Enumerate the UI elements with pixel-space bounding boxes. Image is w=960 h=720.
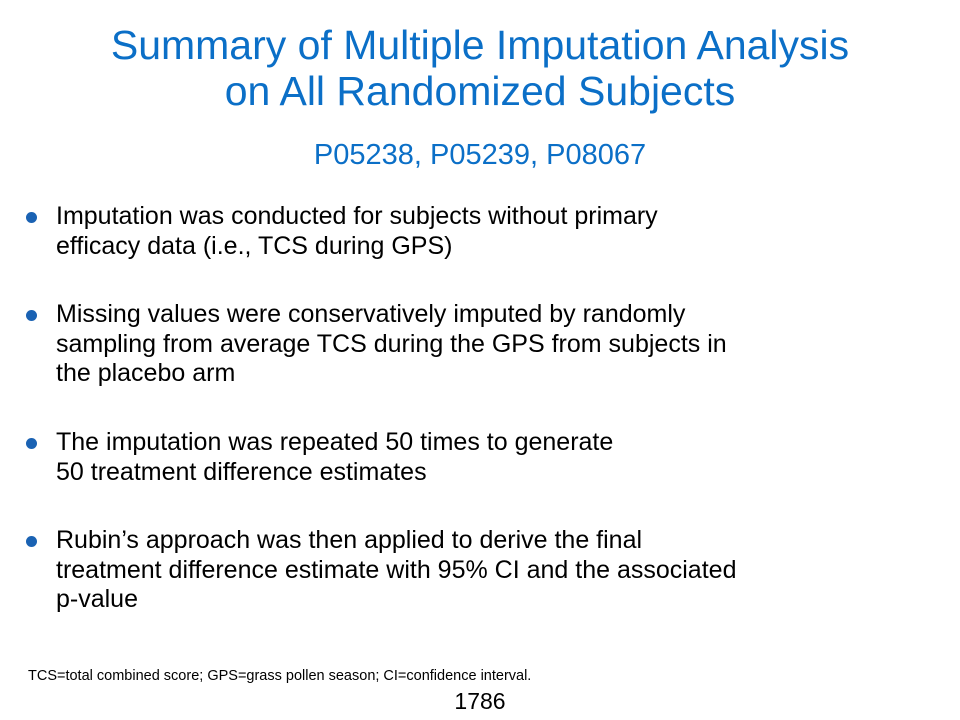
bullet-dot-icon (26, 438, 37, 449)
bullet-line: Rubin’s approach was then applied to der… (56, 526, 643, 554)
bullet-dot-icon (26, 212, 37, 223)
slide-title: Summary of Multiple Imputation Analysis … (0, 22, 960, 114)
bullet-line: 50 treatment difference estimates (56, 457, 427, 486)
bullet-item-rubins-approach: Rubin’s approach was then applied to der… (26, 526, 936, 615)
bullet-dot-icon (26, 310, 37, 321)
bullet-item-imputation-scope: Imputation was conducted for subjects wi… (26, 202, 936, 261)
bullet-line: Imputation was conducted for subjects wi… (56, 202, 658, 230)
bullet-line: The imputation was repeated 50 times to … (56, 428, 614, 456)
bullet-line: sampling from average TCS during the GPS… (56, 329, 727, 358)
abbreviations-footnote: TCS=total combined score; GPS=grass poll… (28, 668, 532, 684)
bullet-line: Missing values were conservatively imput… (56, 300, 686, 328)
bullet-item-missing-values: Missing values were conservatively imput… (26, 300, 936, 389)
page-number: 1786 (454, 688, 506, 714)
slide-title-line-1: Summary of Multiple Imputation Analysis (110, 22, 850, 68)
study-ids-subtitle: P05238, P05239, P08067 (313, 139, 647, 171)
bullet-dot-icon (26, 536, 37, 547)
bullet-line: efficacy data (i.e., TCS during GPS) (56, 231, 453, 260)
slide-title-line-2: on All Randomized Subjects (224, 68, 736, 114)
bullet-item-repetitions: The imputation was repeated 50 times to … (26, 428, 936, 487)
bullet-line: the placebo arm (56, 359, 236, 387)
bullet-line: treatment difference estimate with 95% C… (56, 555, 737, 584)
bullet-line: p-value (56, 585, 138, 613)
